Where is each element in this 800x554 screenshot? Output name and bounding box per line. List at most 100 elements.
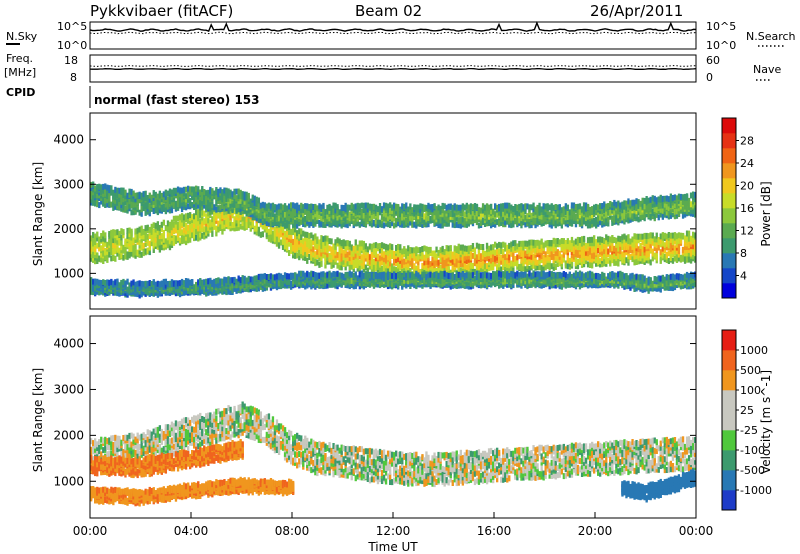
range-gate-cell	[334, 214, 337, 221]
range-gate-cell	[415, 222, 418, 229]
range-gate-cell	[655, 206, 658, 213]
range-gate-cell	[633, 199, 636, 206]
range-gate-cell	[633, 204, 636, 211]
range-gate-cell	[532, 219, 535, 226]
range-gate-cell	[473, 247, 477, 254]
range-gate-cell	[241, 223, 244, 230]
range-gate-cell	[391, 208, 394, 215]
range-gate-cell	[473, 206, 477, 213]
range-gate-cell	[591, 247, 594, 254]
range-gate-cell	[231, 191, 234, 198]
range-gate-cell	[223, 285, 226, 292]
range-gate-cell	[661, 252, 665, 259]
range-gate-cell	[536, 212, 539, 219]
range-gate-cell	[138, 232, 141, 239]
range-gate-cell	[683, 257, 687, 264]
range-gate-cell	[332, 202, 335, 209]
range-gate-cell	[645, 248, 648, 255]
range-gate-cell	[118, 187, 121, 194]
range-gate-cell	[419, 253, 422, 260]
range-gate-cell	[98, 279, 101, 286]
range-gate-cell	[613, 237, 616, 243]
range-gate-cell	[298, 232, 301, 239]
range-gate-cell	[679, 207, 683, 214]
range-gate-cell	[601, 203, 604, 209]
range-gate-cell	[189, 186, 192, 193]
range-gate-cell	[358, 264, 362, 271]
range-gate-cell	[154, 200, 157, 207]
range-gate-cell	[90, 185, 93, 191]
range-gate-cell	[203, 218, 206, 225]
range-gate-cell	[132, 200, 135, 207]
range-gate-cell	[108, 199, 111, 206]
range-gate-cell	[601, 255, 604, 262]
range-gate-cell	[694, 241, 697, 248]
range-gate-cell	[382, 202, 386, 209]
range-gate-cell	[170, 224, 174, 231]
range-gate-cell	[536, 247, 539, 253]
range-gate-cell	[548, 244, 551, 251]
range-gate-cell	[104, 280, 107, 286]
range-gate-cell	[304, 235, 307, 242]
range-gate-cell	[530, 262, 533, 269]
range-gate-cell	[655, 232, 658, 239]
range-gate-cell	[300, 228, 303, 235]
range-gate-cell	[473, 217, 477, 223]
range-gate-cell	[374, 242, 378, 249]
range-gate-cell	[477, 253, 481, 260]
range-gate-cell	[324, 239, 327, 246]
range-gate-cell	[288, 224, 291, 230]
range-gate-cell	[124, 280, 127, 287]
range-gate-cell	[382, 210, 386, 217]
range-gate-cell	[249, 225, 252, 232]
range-gate-cell	[318, 203, 321, 210]
range-gate-cell	[681, 199, 685, 205]
range-gate-cell	[651, 239, 654, 246]
range-gate-cell	[366, 215, 370, 222]
range-gate-cell	[429, 261, 432, 268]
range-gate-cell	[122, 232, 125, 239]
range-gate-cell	[633, 233, 636, 240]
range-gate-cell	[560, 257, 564, 264]
range-gate-cell	[201, 232, 204, 239]
range-gate-cell	[671, 232, 675, 239]
range-gate-cell	[251, 214, 254, 221]
range-gate-cell	[340, 204, 343, 211]
range-gate-cell	[669, 232, 673, 239]
range-gate-cell	[108, 279, 111, 286]
range-gate-cell	[96, 258, 99, 264]
range-gate-cell	[168, 230, 172, 237]
range-gate-cell	[174, 200, 178, 207]
range-gate-cell	[504, 261, 507, 267]
range-gate-cell	[534, 259, 537, 266]
range-gate-cell	[443, 259, 446, 265]
range-gate-cell	[508, 242, 511, 249]
range-gate-cell	[582, 205, 586, 212]
range-gate-cell	[142, 233, 145, 240]
range-gate-cell	[372, 203, 376, 210]
range-gate-cell	[558, 211, 561, 218]
range-gate-cell	[546, 262, 549, 269]
range-gate-cell	[611, 240, 614, 247]
range-gate-cell	[152, 238, 155, 244]
range-gate-cell	[197, 209, 200, 216]
range-gate-cell	[564, 260, 568, 267]
range-gate-cell	[152, 222, 155, 229]
range-gate-cell	[510, 207, 513, 214]
range-gate-cell	[148, 280, 151, 286]
range-gate-cell	[370, 203, 374, 210]
range-gate-cell	[403, 211, 406, 218]
range-gate-cell	[112, 252, 115, 259]
range-gate-cell	[386, 213, 390, 220]
range-gate-cell	[641, 214, 644, 220]
range-gate-cell	[130, 202, 133, 209]
range-gate-cell	[645, 232, 648, 239]
range-gate-cell	[635, 249, 638, 256]
range-gate-cell	[395, 221, 398, 228]
range-gate-cell	[364, 243, 368, 250]
range-gate-cell	[164, 238, 168, 245]
range-gate-cell	[193, 213, 196, 220]
range-gate-cell	[257, 226, 261, 233]
range-gate-cell	[526, 213, 529, 220]
range-gate-cell	[138, 239, 141, 246]
